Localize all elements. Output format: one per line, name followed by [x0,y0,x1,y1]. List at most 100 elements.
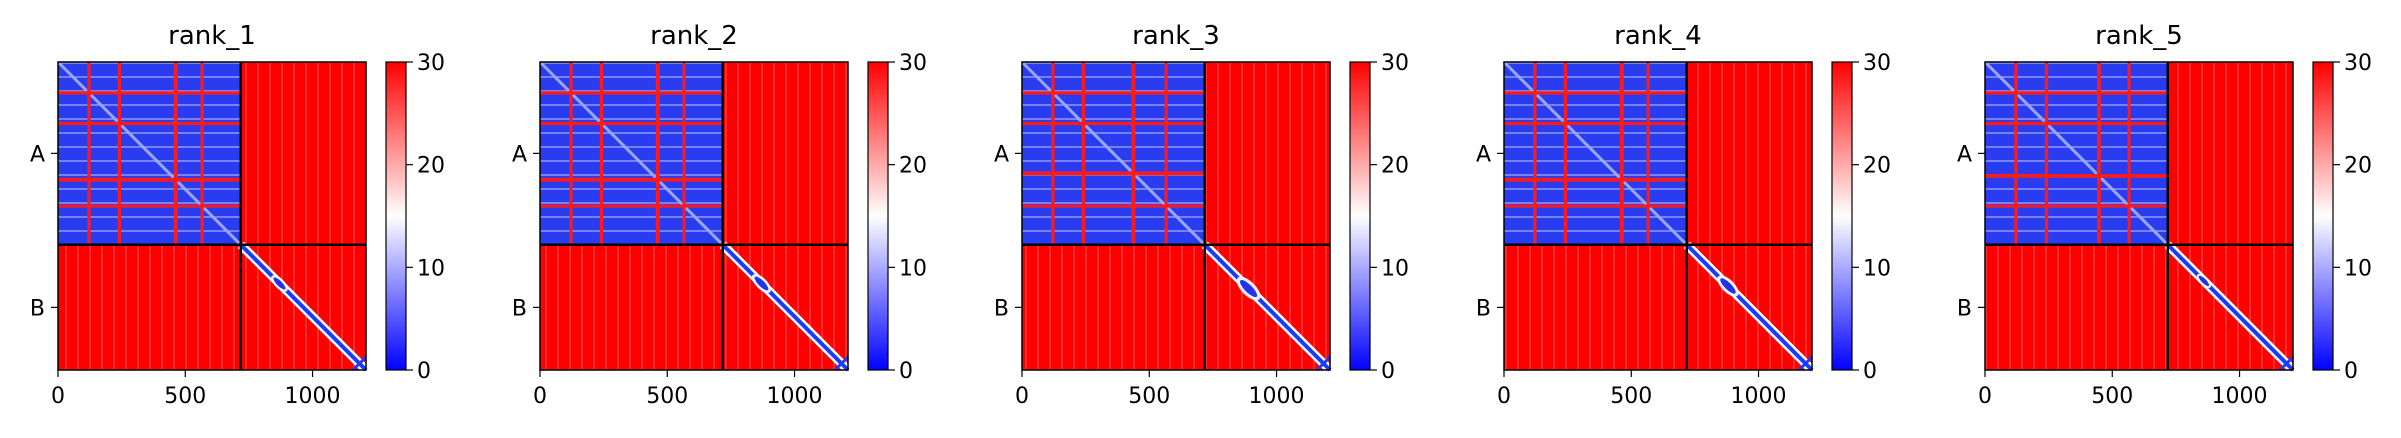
gap-col-3 [1619,62,1624,245]
colorbar-tick-label: 20 [899,154,927,179]
panel-title: rank_4 [1614,21,1702,51]
gap-col-1 [1051,62,1055,245]
y-tick-label: A [512,142,527,167]
colorbar-tick-label: 20 [1863,154,1891,179]
gap-col-3 [2097,62,2101,245]
panel-2: rank_2 A B 0 500 1000 0 10 20 30 [512,21,927,409]
x-tick-label: 0 [1015,384,1029,409]
x-tick-label: 1000 [285,384,341,409]
gap-row-2 [1504,121,1687,126]
colorbar-tick-label: 0 [1863,359,1877,384]
axes-frame [57,61,367,371]
y-tick-label: B [512,296,527,321]
gap-row-1 [540,91,723,95]
colorbar-tick-label: 20 [1381,154,1409,179]
x-tick-label: 0 [1497,384,1511,409]
colorbar-tick-label: 0 [2344,359,2358,384]
gap-col-2 [1563,62,1568,245]
panel-4: rank_4 A B 0 500 1000 0 10 20 30 [1476,21,1891,409]
colorbar-tick-label: 30 [1863,51,1891,76]
x-tick-label: 1000 [1731,384,1787,409]
gap-row-4 [58,204,241,208]
gap-row-4 [1504,204,1687,208]
x-tick-label: 500 [1610,384,1652,409]
y-tick-label: B [1957,296,1972,321]
x-tick-label: 0 [533,384,547,409]
gap-row-4 [1985,204,2168,208]
chain-B-blob [1720,278,1736,294]
gap-row-4 [1022,204,1205,208]
gap-row-4 [540,204,723,208]
gap-col-2 [2044,62,2049,245]
gap-col-1 [87,62,91,245]
colorbar-tick-label: 10 [899,256,927,281]
colorbar-tick-label: 10 [2344,256,2372,281]
chain-B-terminal [1797,355,1814,372]
colorbar-tick-label: 10 [1381,256,1409,281]
y-tick-label: A [994,142,1009,167]
y-tick-label: B [30,296,45,321]
gap-col-1 [1533,62,1537,245]
colorbar [868,62,888,370]
gap-row-2 [1985,121,2168,126]
gap-col-4 [1646,62,1650,245]
x-tick-label: 500 [646,384,688,409]
colorbar-tick-label: 10 [1863,256,1891,281]
axes-frame [1984,61,2294,371]
gap-row-1 [1985,91,2168,95]
gap-col-3 [1131,62,1136,245]
colorbar [1832,62,1852,370]
gap-col-2 [117,62,122,245]
x-tick-label: 0 [51,384,65,409]
colorbar [2313,62,2333,370]
y-tick-label: B [994,296,1009,321]
colorbar [386,62,406,370]
chain-B-terminal [351,355,368,372]
gap-col-1 [2014,62,2018,245]
gap-row-3 [540,177,723,182]
panel-title: rank_1 [168,21,256,51]
colorbar-frame [385,61,407,371]
panel-title: rank_3 [1132,21,1220,51]
gap-col-3 [655,62,660,245]
colorbar-frame [867,61,889,371]
chain-B-diagonal [1685,243,1814,372]
chain-B-blob [2198,275,2210,287]
chain-B-diagonal [239,243,368,372]
colorbar-tick-label: 0 [417,359,431,384]
gap-row-1 [1504,91,1687,95]
gap-row-1 [58,91,241,95]
chain-B-blob [1240,280,1258,298]
axes-frame [1503,61,1813,371]
colorbar-frame [1349,61,1371,371]
panel-title: rank_5 [2095,21,2183,51]
gap-row-2 [58,121,241,126]
gap-row-3 [1504,177,1687,182]
gap-col-2 [1081,62,1086,245]
gap-row-2 [1022,121,1205,126]
chain-B-diagonal [721,243,850,372]
x-tick-label: 1000 [767,384,823,409]
chain-B-terminal [2278,355,2295,372]
colorbar-tick-label: 0 [1381,359,1395,384]
gap-row-3 [1985,174,2168,178]
chain-B-diagonal [2166,243,2295,372]
gap-col-4 [2127,62,2131,245]
panel-title: rank_2 [650,21,738,51]
colorbar-tick-label: 30 [2344,51,2372,76]
gap-row-1 [1022,91,1205,95]
chain-B-blob [754,276,769,291]
colorbar-frame [1831,61,1853,371]
colorbar-tick-label: 10 [417,256,445,281]
colorbar-tick-label: 30 [1381,51,1409,76]
colorbar-tick-label: 30 [899,51,927,76]
y-tick-label: B [1476,296,1491,321]
gap-col-4 [1164,62,1168,245]
gap-col-3 [173,62,178,245]
colorbar-tick-label: 30 [417,51,445,76]
y-tick-label: A [1476,142,1491,167]
x-tick-label: 500 [164,384,206,409]
panel-1: rank_1 A B 0 500 1000 0 10 20 30 [30,21,445,409]
